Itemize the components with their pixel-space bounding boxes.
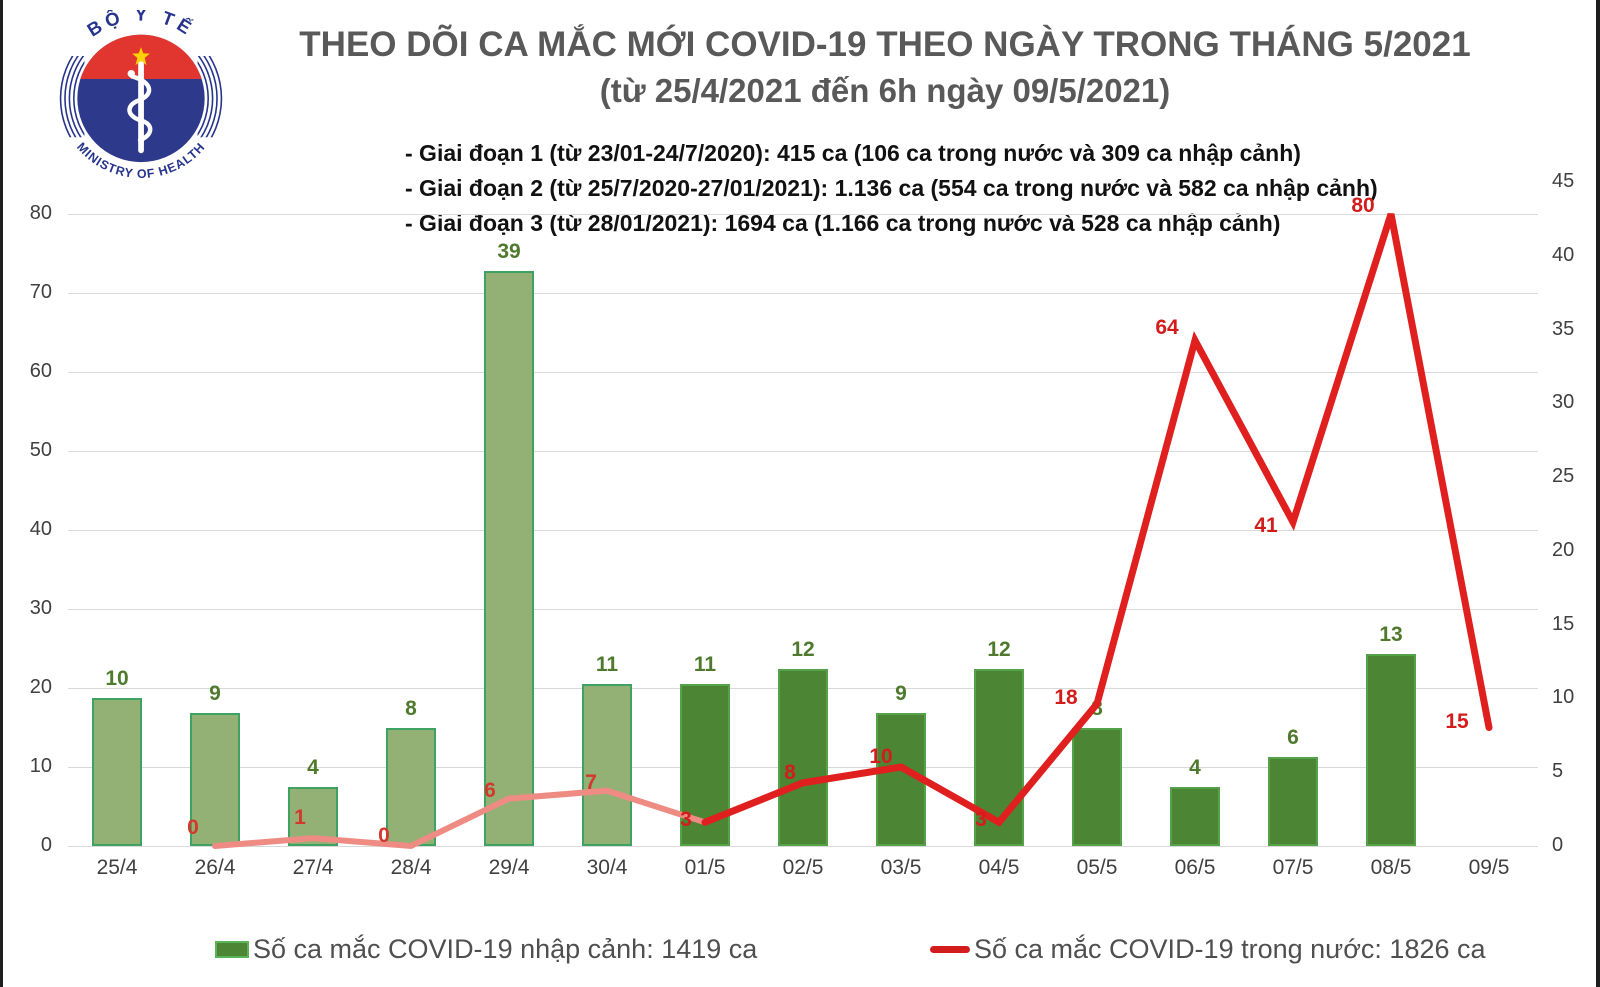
chart-legend: Số ca mắc COVID-19 nhập cảnh: 1419 ca Số…	[0, 928, 1600, 978]
bar-label-27/4: 4	[307, 755, 319, 779]
left-axis-tick-0: 0	[40, 834, 52, 856]
bar-label-01/5: 11	[693, 652, 717, 676]
right-axis-tick-35: 35	[1552, 317, 1575, 340]
gridline-70	[68, 293, 1538, 294]
bar-06/5	[1170, 786, 1220, 846]
right-axis-tick-20: 20	[1552, 538, 1575, 561]
left-axis-tick-30: 30	[29, 597, 52, 619]
right-axis-tick-25: 25	[1552, 465, 1575, 488]
ministry-of-health-logo: BỘ Y TẾ MINISTRY OF HEALTH	[59, 10, 223, 178]
gridline-80	[68, 214, 1538, 215]
left-axis-tick-50: 50	[29, 439, 52, 461]
line-label-01/5: 3	[680, 808, 692, 832]
line-label-28/4: 0	[378, 824, 390, 847]
line-label-27/4: 1	[294, 806, 306, 830]
bar-label-06/5: 4	[1189, 755, 1201, 779]
x-axis-label-06/5: 06/5	[1174, 856, 1216, 879]
logo-staff-snake-icon	[127, 61, 153, 154]
right-axis-tick-10: 10	[1552, 686, 1575, 709]
bar-30/4	[582, 683, 632, 846]
gridline-30	[68, 609, 1538, 610]
x-axis-label-30/4: 30/4	[586, 856, 628, 879]
line-label-08/5: 80	[1351, 194, 1375, 217]
right-axis-tick-30: 30	[1552, 391, 1575, 414]
x-axis-label-01/5: 01/5	[684, 856, 726, 879]
x-axis-label-04/5: 04/5	[978, 856, 1020, 879]
line-label-06/5: 64	[1155, 316, 1179, 340]
line-label-09/5: 15	[1445, 709, 1469, 733]
chart-subtitle: (từ 25/4/2021 đến 6h ngày 09/5/2021)	[599, 72, 1171, 109]
bar-label-28/4: 8	[405, 696, 417, 720]
image-right-border	[1596, 0, 1600, 987]
bar-03/5	[876, 713, 926, 846]
phase-1-note: - Giai đoạn 1 (từ 23/01-24/7/2020): 415 …	[405, 140, 1301, 166]
right-axis-tick-15: 15	[1552, 612, 1575, 635]
left-axis-tick-20: 20	[29, 676, 52, 698]
legend-item-imported-cases: Số ca mắc COVID-19 nhập cảnh: 1419 ca	[215, 934, 757, 965]
legend-domestic-label: Số ca mắc COVID-19 trong nước: 1826 ca	[974, 934, 1486, 964]
x-axis-label-07/5: 07/5	[1272, 856, 1314, 879]
bar-label-03/5: 9	[895, 682, 907, 706]
bar-label-04/5: 12	[987, 637, 1011, 661]
left-axis-tick-10: 10	[29, 755, 52, 777]
right-axis-tick-45: 45	[1552, 170, 1575, 192]
bar-label-29/4: 39	[497, 239, 521, 263]
right-axis-tick-40: 40	[1552, 243, 1575, 266]
bar-label-30/4: 11	[595, 652, 619, 676]
x-axis-label-03/5: 03/5	[880, 856, 922, 879]
left-axis-tick-40: 40	[29, 518, 52, 540]
x-axis-label-29/4: 29/4	[488, 856, 530, 879]
bar-25/4	[92, 698, 142, 846]
legend-line-swatch-icon	[930, 946, 970, 953]
line-label-02/5: 8	[784, 760, 796, 784]
x-axis-label-27/4: 27/4	[292, 856, 334, 879]
logo-star-icon	[132, 47, 150, 66]
gridline-40	[68, 530, 1538, 531]
gridline-60	[68, 372, 1538, 373]
line-label-05/5: 18	[1054, 685, 1078, 709]
line-label-07/5: 41	[1254, 514, 1278, 538]
phase-2-note: - Giai đoạn 2 (từ 25/7/2020-27/01/2021):…	[405, 175, 1378, 201]
bar-05/5	[1072, 727, 1122, 846]
gridline-50	[68, 451, 1538, 452]
line-label-03/5: 10	[869, 745, 893, 768]
left-axis-tick-80: 80	[29, 202, 52, 224]
x-axis-label-08/5: 08/5	[1370, 856, 1412, 879]
line-label-29/4: 6	[484, 778, 496, 802]
x-axis-label-26/4: 26/4	[194, 856, 236, 879]
bar-label-07/5: 6	[1287, 726, 1299, 750]
right-axis-tick-5: 5	[1552, 760, 1564, 783]
legend-item-domestic-cases: Số ca mắc COVID-19 trong nước: 1826 ca	[930, 934, 1486, 965]
bar-label-26/4: 9	[209, 682, 221, 706]
x-axis-label-09/5: 09/5	[1468, 856, 1510, 879]
x-axis-label-25/4: 25/4	[96, 856, 138, 879]
left-axis-tick-70: 70	[29, 281, 52, 303]
image-left-border	[0, 0, 3, 987]
line-label-30/4: 7	[585, 770, 597, 794]
bar-label-08/5: 13	[1379, 623, 1403, 647]
left-axis-tick-60: 60	[29, 360, 52, 382]
bar-label-02/5: 12	[791, 637, 815, 661]
bar-02/5	[778, 668, 828, 846]
chart-title-block: THEO DÕI CA MẮC MỚI COVID-19 THEO NGÀY T…	[240, 22, 1530, 114]
right-axis-tick-0: 0	[1552, 834, 1564, 856]
chart-title: THEO DÕI CA MẮC MỚI COVID-19 THEO NGÀY T…	[299, 25, 1471, 64]
bar-label-25/4: 10	[105, 667, 129, 691]
x-axis-label-02/5: 02/5	[782, 856, 824, 879]
bar-08/5	[1366, 654, 1416, 846]
legend-imported-label: Số ca mắc COVID-19 nhập cảnh: 1419 ca	[253, 934, 758, 964]
line-label-04/5: 3	[975, 808, 987, 832]
bar-07/5	[1268, 757, 1318, 846]
bar-29/4	[484, 270, 534, 846]
x-axis-label-05/5: 05/5	[1076, 856, 1118, 879]
x-axis-label-28/4: 28/4	[390, 856, 432, 879]
line-label-26/4: 0	[187, 816, 199, 839]
legend-bar-swatch-icon	[215, 941, 249, 958]
gridline-0	[68, 846, 1538, 847]
logo-radiating-arcs	[59, 55, 223, 138]
